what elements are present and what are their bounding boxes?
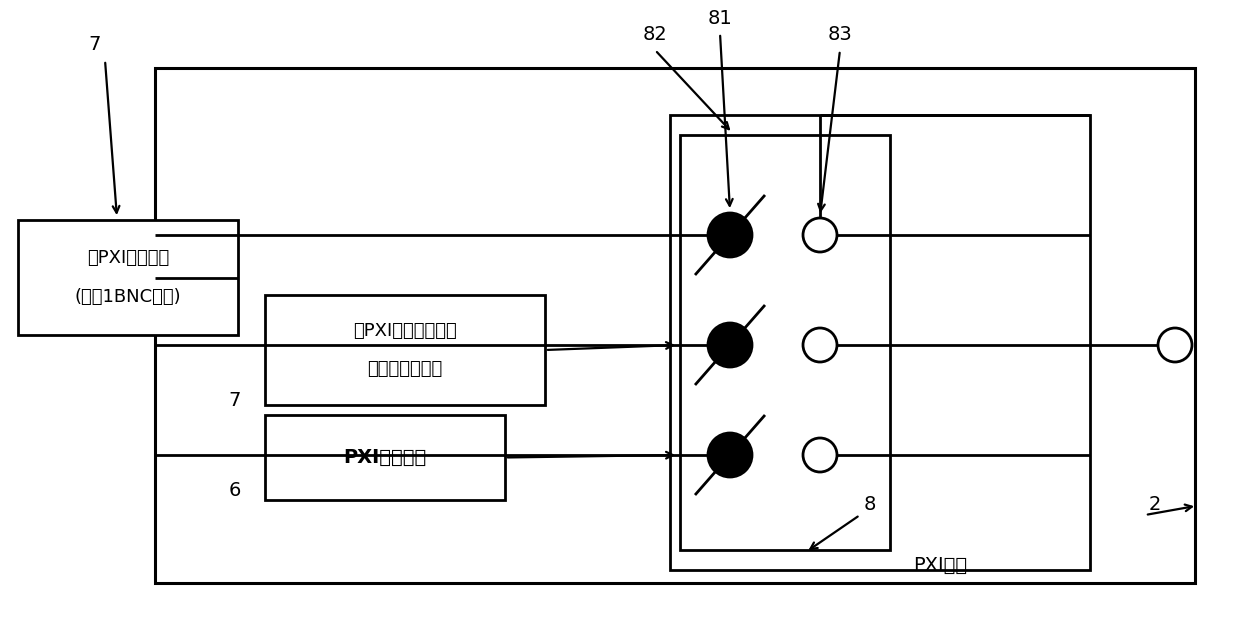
Text: PXI背板: PXI背板 — [913, 556, 967, 574]
Circle shape — [804, 328, 837, 362]
Text: 7: 7 — [229, 391, 242, 409]
Bar — [265, 415, 505, 500]
Bar — [155, 68, 1195, 583]
Bar — [19, 220, 238, 335]
Text: 7: 7 — [89, 36, 102, 55]
Text: PXI总线时钟: PXI总线时钟 — [343, 448, 427, 467]
Text: 8: 8 — [864, 495, 877, 515]
Text: 81: 81 — [708, 9, 733, 28]
Text: 83: 83 — [827, 26, 852, 45]
Text: (机符1BNC时钟): (机符1BNC时钟) — [74, 288, 181, 306]
Circle shape — [708, 323, 751, 367]
Bar — [265, 295, 546, 405]
Circle shape — [804, 218, 837, 252]
Circle shape — [708, 213, 751, 257]
Bar — [670, 115, 1090, 570]
Text: 6: 6 — [229, 480, 242, 500]
Text: 82: 82 — [642, 26, 667, 45]
Bar — [680, 135, 890, 550]
Text: 非PXI总线时钟: 非PXI总线时钟 — [87, 249, 169, 267]
Circle shape — [1158, 328, 1192, 362]
Circle shape — [708, 433, 751, 477]
Text: 2: 2 — [1148, 495, 1161, 515]
Text: 非PXI总线时钟（星: 非PXI总线时钟（星 — [353, 322, 456, 340]
Circle shape — [804, 438, 837, 472]
Text: 型触发槽接入）: 型触发槽接入） — [367, 360, 443, 377]
